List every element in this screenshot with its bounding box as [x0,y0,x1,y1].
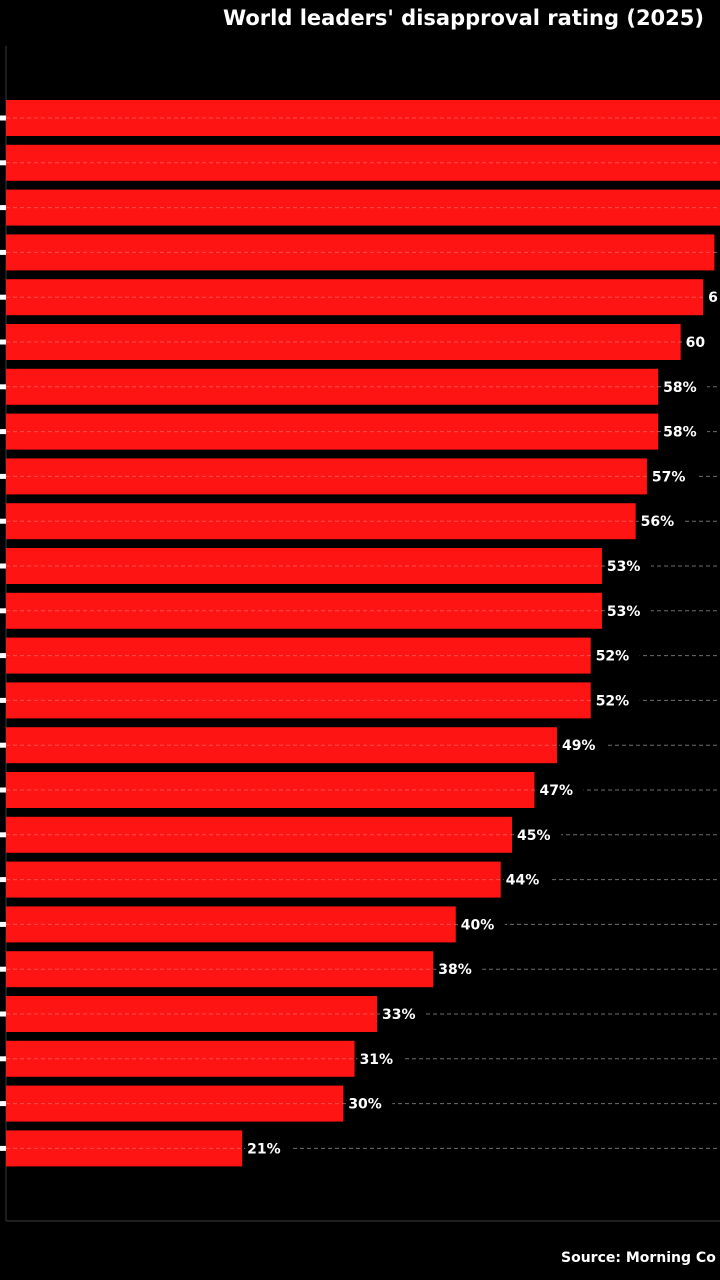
y-tick-mark [0,877,6,883]
label-layer: 6 60 58% 58% 57% 56% 53% 53% 52% 52% 49% 47% 45% 44% 4… [245,287,720,1159]
bar [6,324,681,360]
bar-label-background [706,287,720,308]
bar [6,1085,344,1122]
bar-label-background [649,466,696,487]
bar [6,503,636,540]
y-tick-mark [0,115,6,121]
chart-title: World leaders' disapproval rating (2025) [222,6,704,30]
bar-label-background [458,914,505,935]
bar [6,772,535,808]
bar-value-label: 57% [652,469,686,485]
bar [6,413,659,450]
bar-label-background [436,959,483,980]
bar-value-label: 52% [596,649,630,665]
bar [6,548,602,584]
bar-value-label: 21% [247,1141,281,1157]
y-tick-mark [0,339,6,345]
y-tick-mark [0,832,6,838]
bar-value-label: 45% [517,828,551,844]
bar-value-label: 6 [708,290,718,306]
y-tick-mark [0,921,6,927]
bar [6,951,434,988]
y-tick-mark [0,966,6,972]
bar-value-label: 31% [360,1052,394,1068]
y-tick-mark [0,742,6,748]
y-tick-mark [0,1011,6,1017]
bar [6,458,647,495]
bar [6,368,659,405]
bar-value-label: 49% [562,738,596,754]
y-tick-mark [0,1145,6,1151]
bar [6,682,591,719]
bar [6,279,704,316]
bar-label-background [245,1138,292,1159]
tick-layer [0,115,6,1151]
bar-label-background [638,511,685,532]
y-tick-mark [0,608,6,614]
bar-label-background [683,332,720,352]
bar-value-label: 38% [438,962,472,978]
y-tick-mark [0,294,6,300]
bar-value-label: 58% [663,425,697,441]
y-tick-mark [0,1101,6,1107]
y-tick-mark [0,205,6,211]
bar-label-background [604,600,651,621]
bar [6,816,512,853]
y-tick-mark [0,160,6,166]
bar-label-background [503,869,550,890]
y-tick-mark [0,697,6,703]
bar-value-label: 44% [506,873,540,889]
bar [6,189,720,226]
y-tick-mark [0,384,6,390]
bar-layer [6,100,720,1167]
bar [6,100,720,136]
y-tick-mark [0,518,6,524]
bar-label-background [593,645,640,666]
bar [6,234,715,271]
bar-value-label: 47% [539,783,573,799]
y-tick-mark [0,473,6,479]
bar-value-label: 52% [596,693,630,709]
bar [6,1130,243,1167]
y-tick-mark [0,653,6,659]
bar-value-label: 60 [686,335,706,351]
bar-label-background [593,690,640,711]
bar [6,637,591,674]
bar-value-label: 30% [348,1097,382,1113]
bar-label-background [537,780,584,800]
bar-value-label: 58% [663,380,697,396]
bar-value-label: 53% [607,559,641,575]
bar [6,1040,355,1077]
bar [6,906,456,943]
bar-label-background [380,1004,427,1024]
bar-value-label: 33% [382,1007,416,1023]
y-tick-mark [0,563,6,569]
bar-value-label: 40% [461,917,495,933]
bar-label-background [604,556,651,576]
bar [6,592,602,629]
y-tick-mark [0,429,6,435]
bar [6,861,501,898]
bar-label-background [514,824,561,845]
bar-label-background [346,1093,393,1114]
bar-value-label: 53% [607,604,641,620]
bar-label-background [661,376,708,397]
bar-value-label: 56% [641,514,675,530]
source-note: Source: Morning Co [561,1250,716,1266]
bar [6,996,378,1032]
y-tick-mark [0,1056,6,1062]
bar-label-background [661,421,708,442]
bar [6,144,720,181]
bar-label-background [357,1048,404,1069]
bar [6,727,557,764]
y-tick-mark [0,249,6,255]
grid-layer [6,117,720,1149]
bar-label-background [559,735,606,756]
y-tick-mark [0,787,6,793]
